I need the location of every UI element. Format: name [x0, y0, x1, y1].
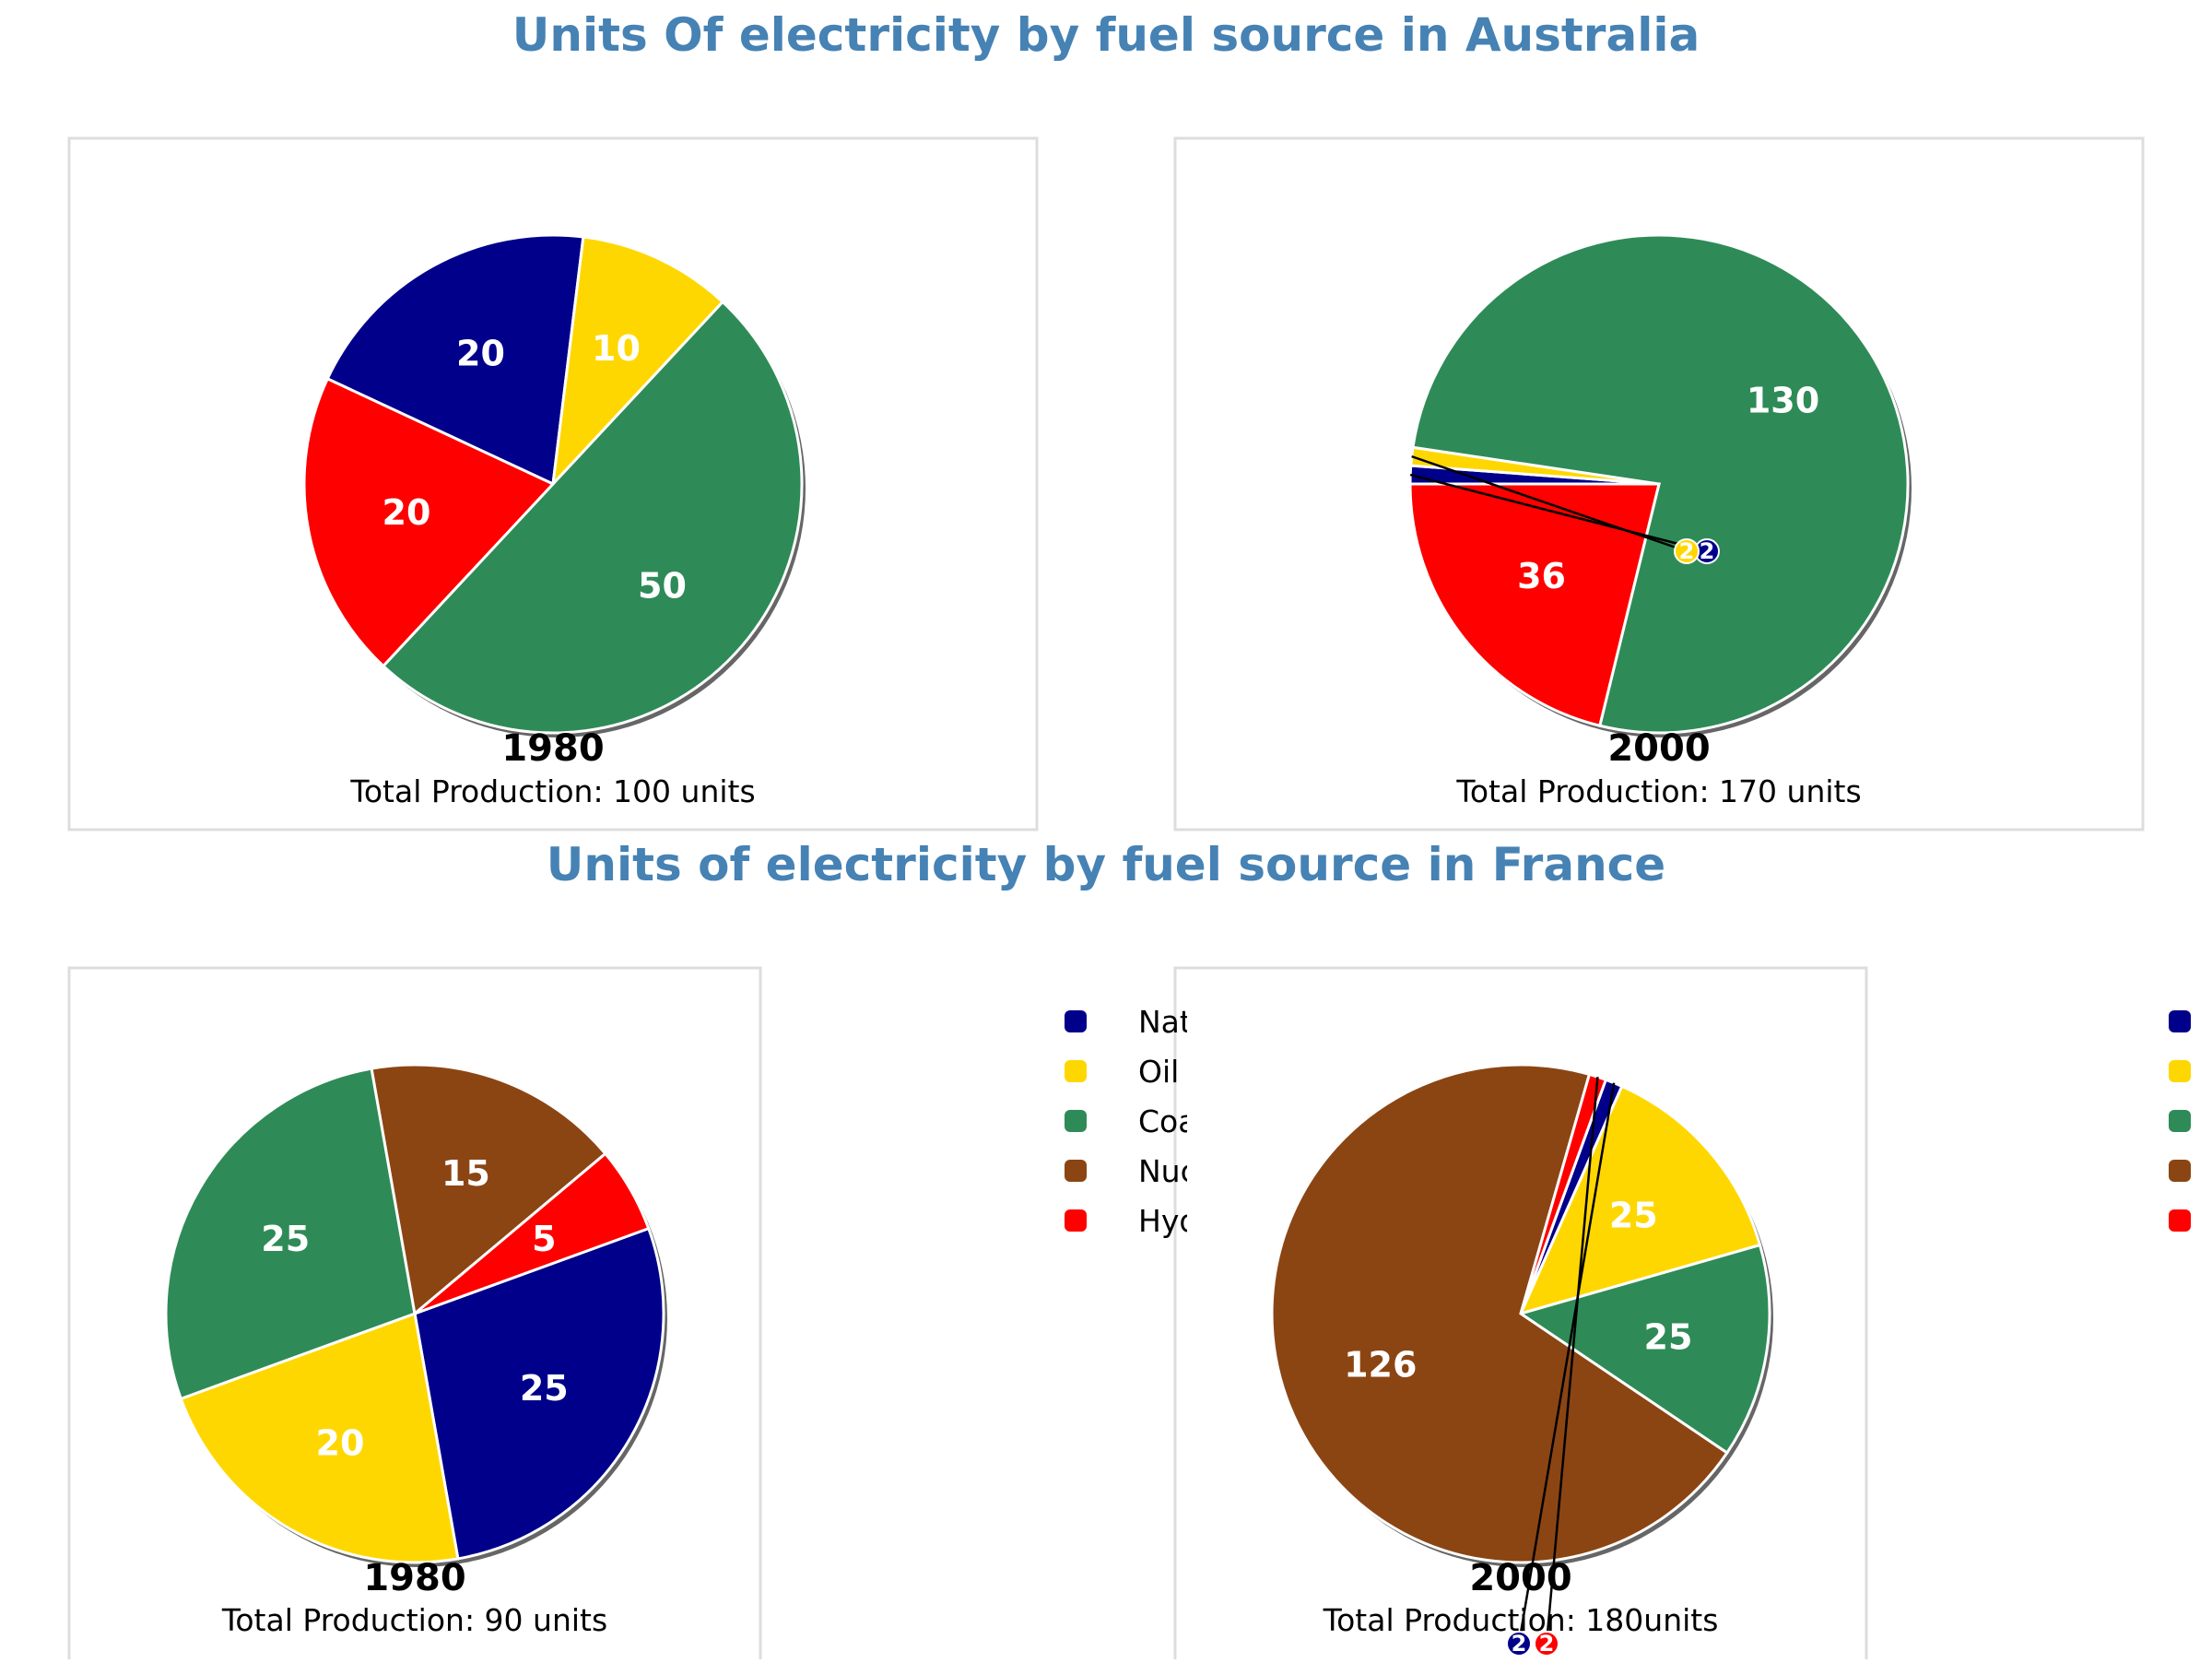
pie-slice-nuclear: [370, 1063, 607, 1316]
legend-label: Nuclear: [1138, 1153, 1255, 1189]
legend-item-coal: Coal: [2169, 1110, 2191, 1132]
legend-marker: [1065, 1160, 1087, 1182]
legend-label: Oil: [1138, 1054, 1179, 1090]
legend-item-hydro: Hydro: [2169, 1209, 2191, 1232]
legend-item-nuclear: Nuclear: [2169, 1160, 2191, 1182]
legend-item-oil: Oil: [1065, 1054, 1179, 1090]
legend-item-natural-gas: Natural Gas: [1065, 1004, 1318, 1040]
pie-slice-coal: [1517, 1243, 1771, 1456]
legend-marker: [1065, 1010, 1087, 1032]
pie-slice-coal: [164, 1067, 417, 1401]
year-label-france-2000: 2000: [1469, 1557, 1571, 1599]
pie-slice-natural-gas: [325, 233, 585, 487]
legend-item-nuclear: Nuclear: [1065, 1153, 1255, 1189]
data-label-coal: 130: [1747, 381, 1819, 421]
pie-france-2000: 2 25 25 126 2: [1270, 1063, 1773, 1657]
year-label-france-1980: 1980: [363, 1557, 465, 1599]
legend-marker: [2169, 1110, 2191, 1132]
legend-label: Natural Gas: [1138, 1004, 1318, 1040]
data-label-hydro: 36: [1517, 556, 1566, 596]
pie-slice-coal: [381, 300, 804, 735]
data-label-hydro: 5: [532, 1219, 556, 1259]
pie-australia-2000: 22 130 36: [1408, 233, 1912, 737]
legend-marker: [2169, 1209, 2191, 1232]
zoom-label-marker: [1534, 1631, 1559, 1657]
data-label-oil: 2: [1679, 538, 1695, 564]
legend-label: Coal: [1138, 1103, 1206, 1139]
legend-item-coal: Coal: [1065, 1103, 1206, 1139]
leader-line: [1517, 1082, 1616, 1645]
caption-australia-2000: Total Production: 170 units: [1455, 773, 1861, 809]
year-label-australia-1980: 1980: [501, 727, 604, 770]
caption-france-2000: Total Production: 180units: [1323, 1602, 1719, 1638]
data-label-natural-gas: 2: [1700, 538, 1715, 564]
pie-slice-oil: [179, 1311, 460, 1564]
data-label-coal: 25: [1644, 1316, 1693, 1357]
legend-marker: [1065, 1209, 1087, 1232]
panel-frame-france-1980: [67, 966, 762, 1663]
leader-line: [1545, 1077, 1599, 1645]
data-label-hydro: 20: [382, 492, 431, 533]
zoom-label-marker: [1674, 538, 1700, 564]
pie-slice-hydro: [302, 376, 556, 668]
panel-frame-france-2000: [1173, 966, 1868, 1663]
panel-frame-australia-2000: [1173, 136, 2145, 832]
pie-slice-hydro: [1408, 482, 1661, 728]
zoom-label-marker: [1506, 1631, 1532, 1657]
pie-slice-hydro: [414, 1151, 651, 1315]
pie-slice-natural-gas: [413, 1226, 665, 1561]
data-label-oil: 10: [592, 328, 641, 369]
data-label-coal: 50: [638, 565, 687, 606]
australia-title: Units Of electricity by fuel source in A…: [512, 8, 1700, 62]
legend-marker: [1065, 1110, 1087, 1132]
legend-marker: [2169, 1010, 2191, 1032]
legend-label: Hydro: [1138, 1203, 1229, 1239]
data-label-natural-gas: 25: [520, 1368, 569, 1409]
leader-line: [1409, 473, 1708, 553]
pie-slice-oil: [550, 235, 725, 489]
pie-france-1980: 25 20 25 15 5: [164, 1063, 667, 1567]
data-label-nuclear: 15: [441, 1153, 490, 1194]
panel-frame-australia-1980: [67, 136, 1039, 832]
legend-item-hydro: Hydro: [1065, 1203, 1229, 1239]
data-label-natural-gas: 2: [1512, 1631, 1527, 1657]
year-label-australia-2000: 2000: [1607, 727, 1710, 770]
legend-marker: [1065, 1060, 1087, 1082]
leader-line: [1411, 454, 1688, 553]
legend: Natural Gas Oil Coal Nuclear Hydro: [1065, 1004, 1318, 1239]
caption-france-1980: Total Production: 90 units: [221, 1602, 607, 1638]
data-label-hydro: 2: [1539, 1631, 1555, 1657]
data-label-coal: 25: [261, 1219, 310, 1259]
data-label-oil: 20: [316, 1422, 365, 1463]
legend-item-natural-gas: Natural Gas: [2169, 1010, 2191, 1032]
france-title: Units of electricity by fuel source in F…: [547, 838, 1665, 891]
legend-secondary: Natural Gas Oil Coal Nuclear Hydro: [2169, 1010, 2191, 1232]
legend-item-oil: Oil: [2169, 1060, 2191, 1082]
pie-australia-1980: 20 10 50 20: [302, 233, 806, 737]
data-label-oil: 25: [1609, 1196, 1658, 1236]
caption-australia-1980: Total Production: 100 units: [349, 773, 755, 809]
data-label-nuclear: 126: [1344, 1344, 1417, 1385]
legend-marker: [2169, 1060, 2191, 1082]
pie-slice-hydro: [1519, 1072, 1608, 1315]
data-label-natural-gas: 20: [456, 333, 505, 373]
legend-marker: [2169, 1160, 2191, 1182]
pie-slice-nuclear: [1270, 1063, 1729, 1564]
